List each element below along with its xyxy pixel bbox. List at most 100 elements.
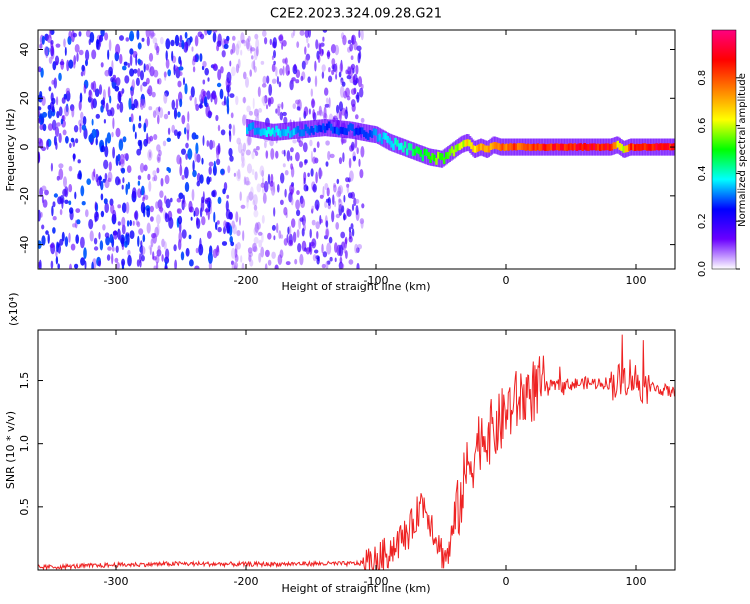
heatmap-noise-cell [74,191,77,200]
heatmap-track-cell [308,128,311,136]
heatmap-noise-cell [233,172,236,177]
heatmap-noise-cell [40,211,43,218]
heatmap-noise-cell [195,142,199,155]
heatmap-noise-cell [232,35,236,41]
heatmap-noise-cell [341,139,347,144]
heatmap-noise-cell [115,176,120,186]
heatmap-noise-cell [109,233,114,244]
heatmap-noise-cell [76,219,81,225]
heatmap-noise-cell [196,180,201,187]
heatmap-noise-cell [213,160,216,169]
heatmap-noise-cell [246,195,250,203]
heatmap-noise-cell [109,198,114,206]
heatmap-noise-cell [94,201,98,211]
heatmap-track-cell [398,143,401,151]
heatmap-track-cell [454,145,458,152]
heatmap-noise-cell [235,170,239,177]
heatmap-noise-cell [332,194,335,205]
heatmap-noise-cell [157,114,160,125]
heatmap-track-cell [365,131,368,139]
heatmap-track-cell [577,143,580,151]
colorbar-label: Normalized spectral amplitude [737,73,748,227]
heatmap-noise-cell [243,71,247,80]
heatmap-track-cell [604,143,608,151]
heatmap-noise-cell [252,200,256,206]
snr-x-tick-label: 100 [626,575,647,588]
heatmap-noise-cell [322,186,325,198]
heatmap-noise-cell [105,236,110,246]
heatmap-noise-cell [211,140,216,149]
heatmap-noise-cell [284,57,288,65]
heatmap-track-cell [444,152,448,160]
heatmap-track-cell [503,144,506,151]
heatmap-noise-cell [324,87,329,96]
heatmap-noise-cell [202,191,205,203]
heatmap-noise-cell [161,238,165,248]
heatmap-noise-cell [257,86,261,98]
heatmap-noise-cell [237,169,241,180]
heatmap-track-cell [292,128,296,136]
heatmap-noise-cell [185,142,189,149]
heatmap-noise-cell [75,138,79,144]
heatmap-track-cell [384,133,387,140]
heatmap-noise-cell [245,38,250,50]
heatmap-noise-cell [171,124,175,133]
heatmap-noise-cell [61,97,66,104]
heatmap-track-cell [579,143,582,150]
heatmap-track-cell [480,143,483,151]
heatmap-noise-cell [221,241,228,246]
heatmap-noise-cell [256,221,261,230]
heatmap-noise-cell [249,69,252,77]
heatmap-noise-cell [296,229,300,238]
heatmap-track-cell [667,143,670,150]
heatmap-noise-cell [108,39,112,52]
heatmap-noise-cell [133,68,138,74]
heatmap-noise-cell [246,105,251,113]
heatmap-track-cell [610,143,614,151]
heatmap-noise-cell [132,187,137,199]
heatmap-noise-cell [353,197,357,207]
heatmap-noise-cell [261,83,267,88]
heatmap-noise-cell [64,186,69,198]
heatmap-noise-cell [148,180,152,192]
heatmap-noise-cell [309,139,313,147]
heatmap-noise-cell [163,113,169,120]
heatmap-noise-cell [50,162,54,172]
heatmap-noise-cell [350,223,354,230]
heatmap-noise-cell [137,42,142,50]
heatmap-noise-cell [264,94,268,104]
heatmap-noise-cell [278,230,282,239]
heatmap-noise-cell [307,172,310,177]
snr-y-tick-label: 1.0 [18,435,31,453]
heatmap-noise-cell [109,95,112,104]
heatmap-noise-cell [90,82,94,90]
heatmap-noise-cell [335,62,338,75]
heatmap-noise-cell [38,118,41,124]
heatmap-noise-cell [319,194,324,199]
heatmap-track-cell [653,143,657,151]
heatmap-noise-cell [117,229,122,241]
heatmap-track-cell [540,143,543,151]
heatmap-track-cell [251,122,255,129]
heatmap-noise-cell [41,235,46,246]
heatmap-noise-cell [352,155,356,162]
heatmap-x-tick-label: -300 [104,274,129,287]
heatmap-noise-cell [210,93,213,103]
heatmap-noise-cell [177,215,183,225]
heatmap-noise-cell [327,197,331,206]
heatmap-track-cell [476,145,479,152]
heatmap-track-cell [345,128,348,136]
heatmap-noise-cell [70,137,75,143]
heatmap-noise-cell [122,136,127,143]
heatmap-noise-cell [98,84,103,95]
heatmap-noise-cell [296,41,300,48]
heatmap-track-cell [341,127,345,134]
heatmap-track-cell [641,143,645,151]
heatmap-noise-cell [235,63,240,74]
heatmap-noise-cell [239,216,241,226]
heatmap-track-cell [347,124,350,132]
heatmap-noise-cell [121,88,125,94]
heatmap-noise-cell [204,30,208,36]
heatmap-noise-cell [64,236,69,247]
heatmap-noise-cell [311,98,315,109]
